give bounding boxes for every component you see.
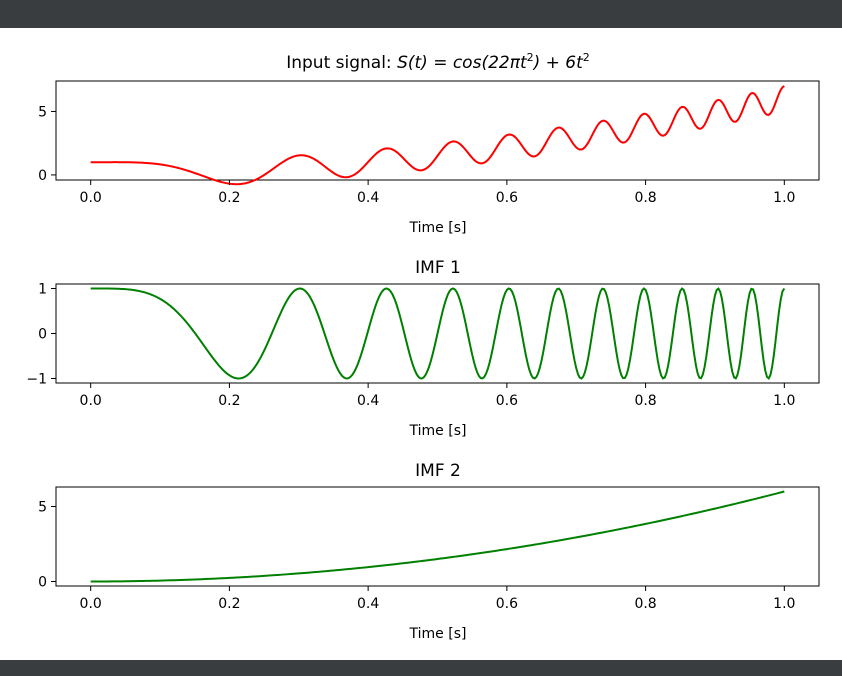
subplot-imf-2: IMF 2 0.0 0.2 0.4 0.6 0.8 1.0 0 5 Time [… — [38, 461, 820, 642]
x-tick-label: 0.6 — [496, 190, 518, 206]
x-tick-label: 0.8 — [634, 190, 656, 206]
x-axis-label: Time [s] — [409, 626, 467, 642]
figure-panel: Input signal: S(t) = cos(22πt2) + 6t2 0.… — [0, 28, 842, 660]
y-tick-label: −1 — [26, 372, 47, 388]
plot-frame — [55, 80, 820, 181]
plot-frame — [55, 486, 820, 587]
y-axis: 1 0 −1 — [26, 282, 47, 388]
x-tick-label: 0.4 — [357, 393, 379, 409]
subplot-imf-1: IMF 1 0.0 0.2 0.4 0.6 0.8 1.0 1 0 −1 Tim… — [26, 258, 820, 439]
subplot-input-signal: Input signal: S(t) = cos(22πt2) + 6t2 0.… — [38, 51, 820, 236]
x-axis-label: Time [s] — [409, 220, 467, 236]
x-tick-label: 0.6 — [496, 596, 518, 612]
x-axis: 0.0 0.2 0.4 0.6 0.8 1.0 — [80, 393, 796, 409]
y-tick-label: 0 — [38, 168, 47, 184]
x-tick-label: 0.8 — [634, 393, 656, 409]
y-tick-label: 1 — [38, 282, 47, 298]
figure-canvas: Input signal: S(t) = cos(22πt2) + 6t2 0.… — [26, 51, 820, 642]
y-axis: 0 5 — [38, 104, 47, 183]
series-line-imf-1 — [90, 287, 786, 381]
x-tick-label: 1.0 — [773, 393, 795, 409]
x-tick-label: 1.0 — [773, 190, 795, 206]
x-tick-label: 0.2 — [218, 596, 240, 612]
x-tick-label: 0.4 — [357, 190, 379, 206]
x-tick-label: 0.0 — [80, 596, 102, 612]
x-tick-label: 0.4 — [357, 596, 379, 612]
x-tick-label: 0.0 — [80, 393, 102, 409]
y-tick-label: 0 — [38, 575, 47, 591]
y-tick-label: 5 — [38, 104, 47, 120]
x-tick-label: 0.0 — [80, 190, 102, 206]
subplot-title-imf-1: IMF 1 — [415, 258, 461, 278]
subplot-title-input-signal: Input signal: S(t) = cos(22πt2) + 6t2 — [286, 51, 590, 73]
x-axis-label: Time [s] — [409, 423, 467, 439]
series-line-input-signal — [90, 85, 785, 186]
y-axis: 0 5 — [38, 500, 47, 591]
x-axis: 0.0 0.2 0.4 0.6 0.8 1.0 — [80, 596, 796, 612]
x-axis: 0.0 0.2 0.4 0.6 0.8 1.0 — [80, 190, 796, 206]
x-tick-label: 0.2 — [218, 393, 240, 409]
x-tick-label: 0.8 — [634, 596, 656, 612]
series-line-imf-2 — [90, 490, 785, 583]
subplot-title-imf-2: IMF 2 — [415, 461, 461, 481]
x-tick-label: 1.0 — [773, 596, 795, 612]
x-tick-label: 0.6 — [496, 393, 518, 409]
y-tick-label: 5 — [38, 500, 47, 516]
y-tick-label: 0 — [38, 327, 47, 343]
x-tick-label: 0.2 — [218, 190, 240, 206]
